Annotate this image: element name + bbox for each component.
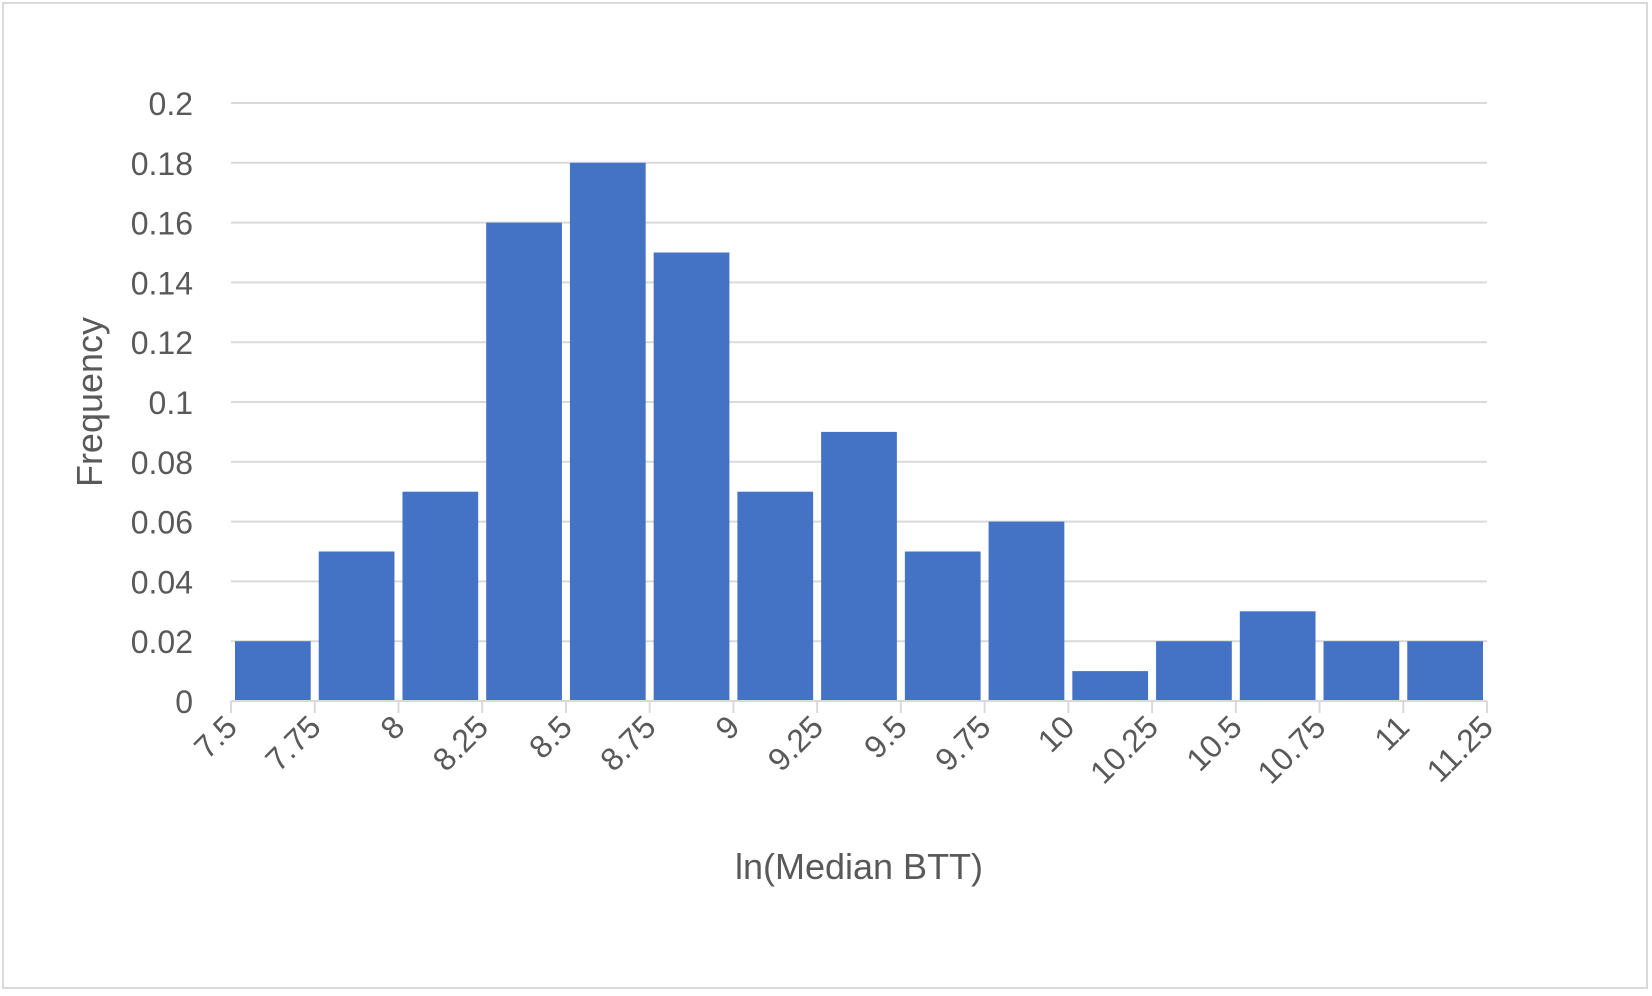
- y-tick-label: 0.04: [131, 564, 193, 600]
- x-tick-label: 8.25: [426, 708, 495, 777]
- x-tick-label: 8.75: [593, 708, 662, 777]
- x-axis: [230, 700, 1488, 713]
- y-tick-label: 0: [175, 684, 193, 720]
- histogram-bar: [737, 491, 814, 701]
- y-tick-label: 0.14: [131, 265, 193, 301]
- y-tick-label: 0.2: [149, 86, 193, 122]
- histogram-bar: [486, 222, 562, 701]
- x-tick-label: 10.75: [1250, 708, 1332, 790]
- histogram-bar: [653, 252, 730, 701]
- y-tick-label: 0.08: [131, 445, 193, 481]
- histogram-bar: [1323, 641, 1400, 701]
- histogram-bar: [821, 431, 897, 701]
- y-tick-label: 0.1: [149, 385, 193, 421]
- histogram-bar: [569, 162, 646, 702]
- x-tick-label: 10.5: [1179, 708, 1248, 777]
- y-axis-title: Frequency: [69, 317, 110, 487]
- y-tick-label: 0.12: [131, 325, 193, 361]
- x-tick-labels: 7.5 7.75 8 8.25 8.5 8.75 9 9.25 9.5 9.75 10 10.25 10…: [187, 708, 1500, 790]
- histogram-bar: [904, 551, 981, 701]
- histogram-chart: 00.020.040.060.080.10.120.140.160.180.2 …: [69, 86, 1500, 887]
- x-tick-label: 9.5: [857, 708, 914, 765]
- x-tick-label: 10.25: [1083, 708, 1165, 790]
- y-tick-label: 0.18: [131, 146, 193, 182]
- x-tick-label: 9.25: [761, 708, 830, 777]
- bars: [235, 162, 1483, 702]
- histogram-bar: [1407, 641, 1483, 701]
- x-tick-label: 11: [1367, 708, 1416, 757]
- x-tick-label: 8.5: [522, 708, 579, 765]
- x-tick-label: 10: [1031, 708, 1082, 759]
- y-tick-label: 0.06: [131, 505, 193, 541]
- y-tick-label: 0.02: [131, 624, 193, 660]
- x-axis-title: ln(Median BTT): [735, 846, 983, 887]
- histogram-bar: [1239, 611, 1316, 701]
- x-tick-label: 11.25: [1420, 708, 1500, 788]
- histogram-bar: [1156, 641, 1232, 701]
- x-tick-label: 7.75: [258, 708, 327, 777]
- histogram-bar: [1072, 671, 1149, 701]
- histogram-bar: [235, 641, 311, 701]
- histogram-bar: [318, 551, 395, 701]
- x-tick-label: 8: [373, 708, 411, 746]
- histogram-bar: [988, 521, 1065, 701]
- x-tick-label: 7.5: [187, 708, 244, 765]
- y-tick-label: 0.16: [131, 206, 193, 242]
- y-tick-labels: 0 0.02 0.04 0.06 0.08 0.1 0.12 0.14 0.16 0.18 0.2: [131, 86, 193, 720]
- histogram-bar: [402, 491, 479, 701]
- x-tick-label: 9.75: [928, 708, 997, 777]
- x-tick-label: 9: [708, 708, 746, 746]
